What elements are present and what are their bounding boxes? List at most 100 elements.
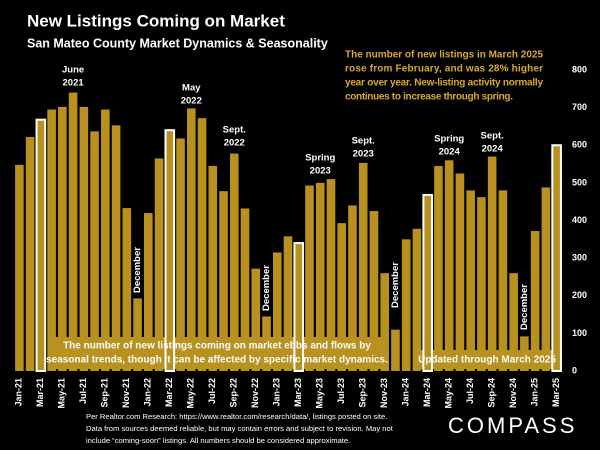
footer-text: include “coming-soon” listings. All numb… bbox=[86, 436, 350, 445]
x-tick-label: Mar-23 bbox=[293, 378, 303, 407]
updated-text: Updated through March 2025 bbox=[418, 355, 556, 366]
bar bbox=[487, 156, 497, 371]
y-tick-label: 700 bbox=[572, 102, 587, 112]
annotation: 2023 bbox=[353, 149, 374, 160]
bar bbox=[25, 136, 35, 371]
bar bbox=[186, 108, 196, 371]
x-tick-label: Nov-23 bbox=[379, 378, 389, 408]
x-tick-label: May-24 bbox=[444, 378, 454, 409]
x-tick-label: Mar-25 bbox=[551, 378, 561, 407]
x-tick-label: Jan-22 bbox=[143, 378, 153, 407]
x-tick-label: Nov-21 bbox=[121, 378, 131, 408]
bar bbox=[466, 190, 475, 371]
bar bbox=[434, 165, 443, 371]
annotation: 2022 bbox=[181, 96, 202, 107]
bar bbox=[444, 160, 454, 371]
x-tick-label: Jan-21 bbox=[14, 378, 24, 407]
bar bbox=[455, 173, 465, 371]
bar bbox=[369, 211, 379, 371]
bar bbox=[229, 153, 239, 371]
bar bbox=[315, 182, 325, 371]
footer-text: Per Realtor.com Research: https://www.re… bbox=[86, 412, 387, 421]
bar bbox=[358, 162, 368, 371]
y-tick-label: 800 bbox=[572, 64, 587, 74]
x-tick-label: Mar-22 bbox=[164, 378, 174, 407]
bar bbox=[262, 316, 271, 371]
bar bbox=[348, 205, 357, 371]
bar bbox=[326, 179, 336, 371]
y-tick-label: 300 bbox=[572, 253, 587, 263]
box-note-text: The number of new listings coming on mar… bbox=[63, 341, 371, 352]
annotation: 2023 bbox=[310, 166, 331, 177]
annotation: Spring bbox=[305, 153, 335, 164]
bar bbox=[283, 236, 293, 371]
chart-title: New Listings Coming on Market bbox=[27, 11, 285, 30]
bar bbox=[144, 212, 153, 371]
logo: COMPASS bbox=[448, 413, 577, 438]
x-tick-label: Jan-24 bbox=[401, 378, 411, 407]
x-tick-label: Mar-24 bbox=[422, 378, 432, 407]
annotation: December bbox=[132, 247, 143, 293]
bar bbox=[401, 239, 411, 371]
bar bbox=[293, 242, 305, 372]
bar bbox=[176, 138, 185, 371]
x-tick-label: Sep-23 bbox=[358, 378, 368, 408]
x-tick-label: Nov-24 bbox=[508, 378, 518, 408]
bar bbox=[208, 165, 218, 371]
bar bbox=[251, 268, 261, 371]
y-tick-label: 0 bbox=[572, 365, 577, 375]
bar bbox=[391, 329, 400, 371]
bar bbox=[122, 208, 132, 371]
bar bbox=[15, 164, 24, 371]
x-tick-label: Jul-22 bbox=[207, 378, 217, 404]
bar bbox=[541, 187, 551, 371]
x-tick-label: May-23 bbox=[315, 378, 325, 409]
bar bbox=[133, 298, 142, 371]
chart-subtitle: San Mateo County Market Dynamics & Seaso… bbox=[27, 36, 328, 50]
bar bbox=[240, 208, 250, 371]
y-tick-label: 200 bbox=[572, 290, 587, 300]
bar bbox=[477, 197, 486, 371]
bar bbox=[272, 252, 282, 371]
annotation: December bbox=[261, 265, 272, 311]
bar bbox=[551, 144, 562, 372]
x-tick-label: Jan-25 bbox=[530, 378, 540, 407]
x-tick-label: Sep-21 bbox=[100, 378, 110, 408]
note-text: continues to increase through spring. bbox=[345, 92, 513, 103]
bar bbox=[154, 158, 164, 371]
bar bbox=[219, 191, 228, 371]
x-tick-label: Jul-24 bbox=[465, 378, 475, 404]
note-text: year over year. New-listing activity nor… bbox=[345, 78, 543, 89]
bar bbox=[412, 228, 422, 371]
annotation: June bbox=[62, 65, 84, 76]
bar bbox=[47, 109, 56, 371]
bar bbox=[530, 231, 540, 371]
x-tick-label: May-21 bbox=[57, 378, 67, 409]
bar bbox=[498, 190, 508, 371]
x-tick-label: Jan-23 bbox=[272, 378, 282, 407]
x-tick-label: Nov-22 bbox=[250, 378, 260, 408]
box-note-text: seasonal trends, though it can be affect… bbox=[46, 355, 388, 366]
x-tick-label: Sep-22 bbox=[229, 378, 239, 408]
bar bbox=[164, 129, 176, 372]
bar bbox=[509, 273, 518, 371]
bar bbox=[101, 109, 110, 371]
bar bbox=[305, 185, 314, 371]
annotation: December bbox=[390, 262, 401, 308]
bar bbox=[90, 131, 99, 371]
bar bbox=[58, 106, 67, 371]
y-tick-label: 600 bbox=[572, 140, 587, 150]
annotation: 2024 bbox=[482, 144, 504, 155]
x-tick-label: Jul-21 bbox=[78, 378, 88, 404]
bar bbox=[68, 92, 78, 371]
note-text: rose from February, and was 28% higher bbox=[345, 64, 543, 75]
bar bbox=[422, 193, 433, 372]
annotation: Spring bbox=[434, 134, 464, 145]
bar bbox=[79, 106, 89, 371]
y-tick-label: 500 bbox=[572, 177, 587, 187]
annotation: 2021 bbox=[63, 78, 85, 89]
x-tick-label: Jul-23 bbox=[336, 378, 346, 404]
note-text: The number of new listings in March 2025 bbox=[345, 50, 543, 61]
annotation: Sept. bbox=[352, 136, 375, 147]
